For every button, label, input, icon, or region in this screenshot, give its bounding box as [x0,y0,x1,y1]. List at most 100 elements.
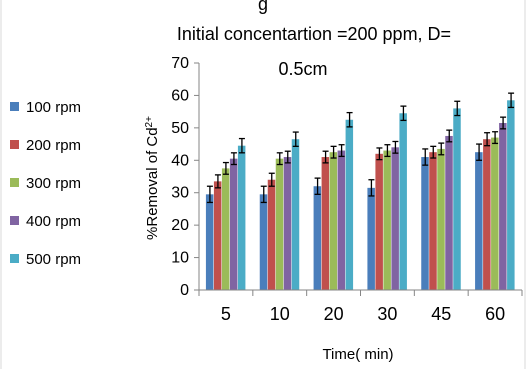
x-tick-label: 10 [270,304,290,324]
error-bar [500,116,507,130]
error-bar [492,131,499,145]
bar-300-rpm-30 [383,150,391,290]
y-tick-label: 60 [171,87,189,104]
x-tick-label: 60 [485,304,505,324]
error-bar [476,143,483,161]
legend-item: 100 rpm [10,99,81,116]
bar-100-rpm-30 [367,187,375,290]
bar-200-rpm-5 [213,181,222,290]
error-bar [330,145,337,159]
bar-300-rpm-45 [437,148,445,290]
error-bar [314,177,321,195]
bar-300-rpm-5 [221,168,230,290]
bar-500-rpm-20 [345,119,354,290]
bar-500-rpm-60 [507,100,515,291]
chart-title-line2: 0.5cm [278,59,327,79]
y-tick-label: 50 [171,120,189,137]
y-axis-ticks: 0 10 20 30 40 50 60 70 [171,55,199,299]
bar-100-rpm-10 [259,194,268,290]
y-tick-label: 0 [180,282,189,299]
legend-label: 100 rpm [26,99,81,116]
x-axis-ticks: 5 10 20 30 45 60 [198,290,523,324]
error-bar [206,185,213,204]
title-fragment-top: g [258,0,268,14]
y-tick-label: 40 [171,152,189,169]
bar-500-rpm-30 [399,113,407,290]
y-tick-label: 70 [171,55,189,72]
bar-400-rpm-30 [391,147,399,290]
error-bar [392,140,399,154]
y-tick-label: 10 [171,250,189,267]
y-axis-title: %Removal of Cd2+ [144,116,162,240]
error-bar [260,185,267,204]
legend-label: 300 rpm [26,175,81,192]
error-bar [322,150,329,164]
x-tick-label: 45 [431,304,451,324]
error-bar [346,111,353,128]
legend-label: 400 rpm [26,213,81,230]
error-bar [454,100,461,117]
x-axis-title: Time( min) [322,346,393,363]
y-tick-label: 20 [171,217,189,234]
bar-100-rpm-5 [205,194,214,290]
bar-400-rpm-60 [499,122,507,290]
legend-swatch [10,178,19,187]
bar-200-rpm-20 [321,157,330,290]
y-tick-label: 30 [171,185,189,202]
error-bar [446,129,453,143]
error-bar [430,145,437,159]
legend-label: 500 rpm [26,251,81,268]
legend-label: 200 rpm [26,137,81,154]
legend: 100 rpm 200 rpm 300 rpm 400 rpm 500 rpm [10,99,81,268]
legend-item: 200 rpm [10,137,81,154]
error-bar [338,144,345,158]
bar-200-rpm-30 [375,153,383,290]
bar-500-rpm-45 [453,108,461,291]
error-bar [284,150,291,164]
error-bar [276,152,283,166]
error-bar [222,161,229,175]
error-bar-group [206,92,515,204]
error-bar [214,174,221,189]
error-bar [230,152,237,166]
bar-series-group [205,100,515,291]
bar-400-rpm-5 [229,158,238,290]
error-bar [384,144,391,158]
error-bar [508,92,515,109]
bar-500-rpm-5 [237,145,246,290]
error-bar [438,142,445,156]
bar-200-rpm-60 [483,139,491,290]
error-bar [368,179,375,197]
error-bar [400,105,407,122]
bar-300-rpm-20 [329,152,338,290]
legend-item: 300 rpm [10,175,81,192]
legend-item: 500 rpm [10,251,81,268]
bar-300-rpm-10 [275,158,284,290]
error-bar [422,148,429,166]
y-axis-title-text: %Removal of Cd [144,127,161,240]
x-tick-label: 30 [377,304,397,324]
error-bar [484,132,491,147]
x-tick-label: 5 [221,304,231,324]
y-axis-title-superscript: 2+ [144,116,155,128]
bar-100-rpm-20 [313,186,322,290]
error-bar [238,137,245,154]
bar-500-rpm-10 [291,139,300,290]
legend-swatch [10,216,19,225]
bar-200-rpm-10 [267,179,276,290]
bar-100-rpm-60 [475,152,483,290]
bar-100-rpm-45 [421,157,429,290]
bar-400-rpm-20 [337,150,346,290]
legend-item: 400 rpm [10,213,81,230]
error-bar [292,131,299,147]
bar-400-rpm-45 [445,135,453,290]
legend-swatch [10,102,19,111]
error-bar [268,172,275,187]
bar-200-rpm-45 [429,152,437,290]
x-tick-label: 20 [324,304,344,324]
bar-400-rpm-10 [283,157,292,290]
chart-title-line1: Initial concentartion =200 ppm, D= [177,24,451,44]
bar-300-rpm-60 [491,137,499,290]
legend-swatch [10,140,19,149]
